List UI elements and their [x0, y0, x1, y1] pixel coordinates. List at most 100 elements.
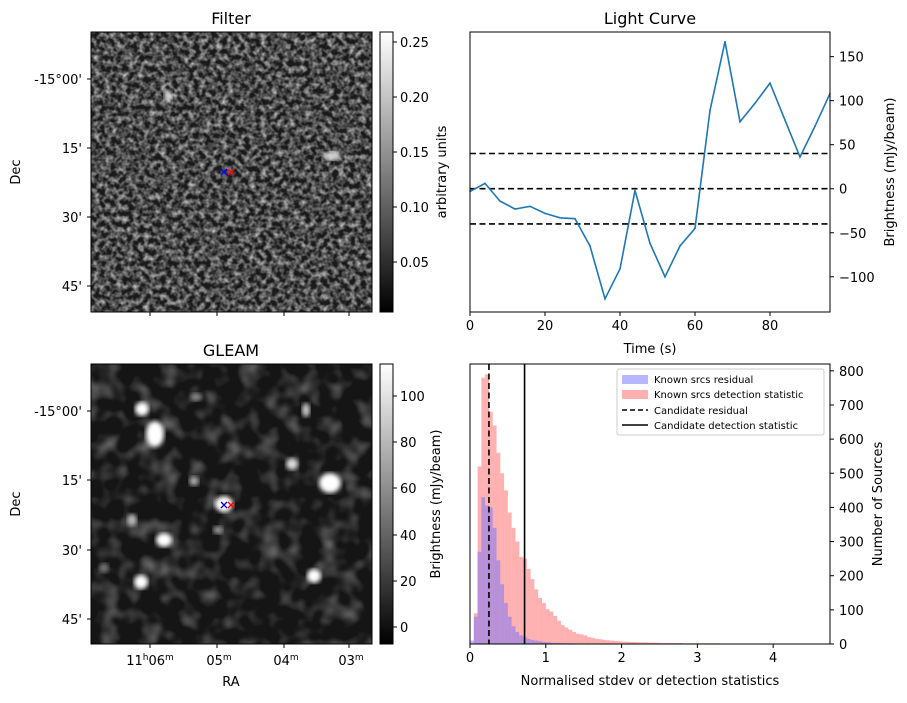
lightcurve-ytick-label: 100	[839, 95, 864, 110]
filter-ytick-label: -15°00'	[34, 73, 82, 88]
histogram-ytick-label: 800	[839, 365, 864, 380]
histogram-bar-detection	[606, 640, 610, 644]
gleam-cbar-tick: 40	[400, 529, 417, 544]
histogram-bar-detection	[550, 612, 554, 644]
histogram-ytick-label: 100	[839, 604, 864, 619]
lightcurve-point	[664, 276, 666, 278]
histogram-ytick-label: 500	[839, 467, 864, 482]
gleam-colorbar-label: Brightness (mJy/beam)	[429, 430, 444, 579]
filter-ytick-label: 45'	[62, 280, 82, 295]
histogram-xlabel: Normalised stdev or detection statistics	[521, 674, 780, 689]
histogram-bar-detection	[542, 603, 546, 644]
gleam-panel: GLEAM	[9, 341, 444, 690]
histogram-bar-residual	[478, 552, 482, 644]
histogram-bar-residual	[519, 635, 523, 644]
histogram-bar-detection	[569, 630, 573, 644]
filter-colorbar	[380, 32, 393, 312]
histogram-bar-detection	[603, 640, 607, 644]
histogram-bar-residual	[531, 640, 535, 644]
histogram-bar-detection	[584, 635, 588, 644]
histogram-bar-detection	[595, 639, 599, 644]
lightcurve-point	[649, 243, 651, 245]
histogram-ytick-label: 300	[839, 536, 864, 551]
gleam-cbar-tick: 0	[400, 621, 408, 636]
gleam-y-ticks: -15°00' 15' 30' 45'	[34, 405, 91, 628]
lightcurve-point	[739, 121, 741, 123]
gleam-ytick-label: 45'	[62, 613, 82, 628]
filter-cbar-tick: 0.15	[400, 146, 429, 161]
histogram-bar-residual	[504, 603, 508, 644]
histogram-bar-detection	[538, 598, 542, 644]
histogram-bar-detection	[610, 641, 614, 644]
gleam-ytick-label: -15°00'	[34, 405, 82, 420]
histogram-ytick-label: 700	[839, 399, 864, 414]
histogram-ytick-label: 600	[839, 433, 864, 448]
lightcurve-ytick-label: 50	[839, 139, 856, 154]
lightcurve-point	[514, 208, 516, 210]
gleam-cbar-tick: 80	[400, 436, 417, 451]
histogram-bar-detection	[553, 616, 557, 644]
histogram-bar-detection	[546, 609, 550, 644]
filter-bright-spot	[164, 90, 172, 102]
lightcurve-point	[799, 156, 801, 158]
filter-cbar-tick: 0.25	[400, 36, 429, 51]
histogram-ytick-label: 200	[839, 570, 864, 585]
histogram-bar-residual	[493, 528, 497, 644]
lightcurve-ytick-label: −50	[839, 227, 866, 242]
gleam-ytick-label: 15'	[62, 474, 82, 489]
filter-ytick-label: 30'	[62, 211, 82, 226]
lightcurve-point	[574, 218, 576, 220]
legend-label-candidate-residual: Candidate residual	[654, 406, 748, 417]
gleam-x-ticks: 11h06m 05m 04m 03m	[126, 644, 363, 669]
histogram-bar-detection	[561, 625, 565, 644]
lightcurve-xlabel: Time (s)	[623, 342, 677, 357]
filter-colorbar-label: arbitrary units	[435, 125, 450, 218]
histogram-bar-residual	[527, 639, 531, 644]
histogram-bar-residual	[515, 632, 519, 644]
filter-bright-spot	[323, 152, 341, 160]
gleam-cbar-tick: 60	[400, 482, 417, 497]
gleam-xtick-label: 05m	[206, 653, 231, 669]
histogram-bar-detection	[599, 639, 603, 644]
histogram-bar-detection	[557, 621, 561, 644]
gleam-cbar-tick: 20	[400, 575, 417, 590]
gleam-cbar-tick: 100	[400, 390, 425, 405]
histogram-bar-detection	[576, 634, 580, 644]
lightcurve-point	[529, 206, 531, 208]
legend-swatch-residual	[622, 375, 648, 384]
lightcurve-ytick-label: 150	[839, 51, 864, 66]
lightcurve-point	[754, 103, 756, 105]
lightcurve-line	[470, 42, 830, 299]
histogram-bar-residual	[500, 584, 504, 644]
histogram-xtick-label: 3	[693, 651, 701, 666]
filter-cbar-tick: 0.10	[400, 201, 429, 216]
lightcurve-point	[814, 125, 816, 127]
gleam-xtick-label: 03m	[338, 653, 363, 669]
lightcurve-point	[604, 298, 606, 300]
histogram-bar-residual	[534, 641, 538, 644]
histogram-bar-residual	[470, 641, 474, 644]
histogram-bar-detection	[565, 628, 569, 644]
filter-y-ticks: -15°00' 15' 30' 45'	[34, 73, 91, 295]
filter-title: Filter	[211, 9, 251, 28]
lightcurve-xtick-label: 80	[762, 319, 779, 334]
lightcurve-point	[769, 82, 771, 84]
gleam-ylabel: Dec	[9, 491, 24, 516]
lightcurve-title: Light Curve	[604, 9, 696, 28]
lightcurve-point	[589, 245, 591, 247]
histogram-xtick-label: 4	[769, 651, 777, 666]
filter-ylabel: Dec	[9, 159, 24, 184]
histogram-bar-residual	[481, 497, 485, 644]
legend-label-residual: Known srcs residual	[654, 375, 753, 386]
lightcurve-xtick-label: 0	[466, 319, 474, 334]
lightcurve-ytick-label: −100	[839, 271, 875, 286]
gleam-xtick-label: 11h06m	[126, 653, 174, 669]
histogram-xtick-label: 1	[542, 651, 550, 666]
histogram-bar-detection	[534, 589, 538, 644]
lightcurve-frame	[470, 32, 830, 312]
filter-cbar-tick: 0.05	[400, 256, 429, 271]
